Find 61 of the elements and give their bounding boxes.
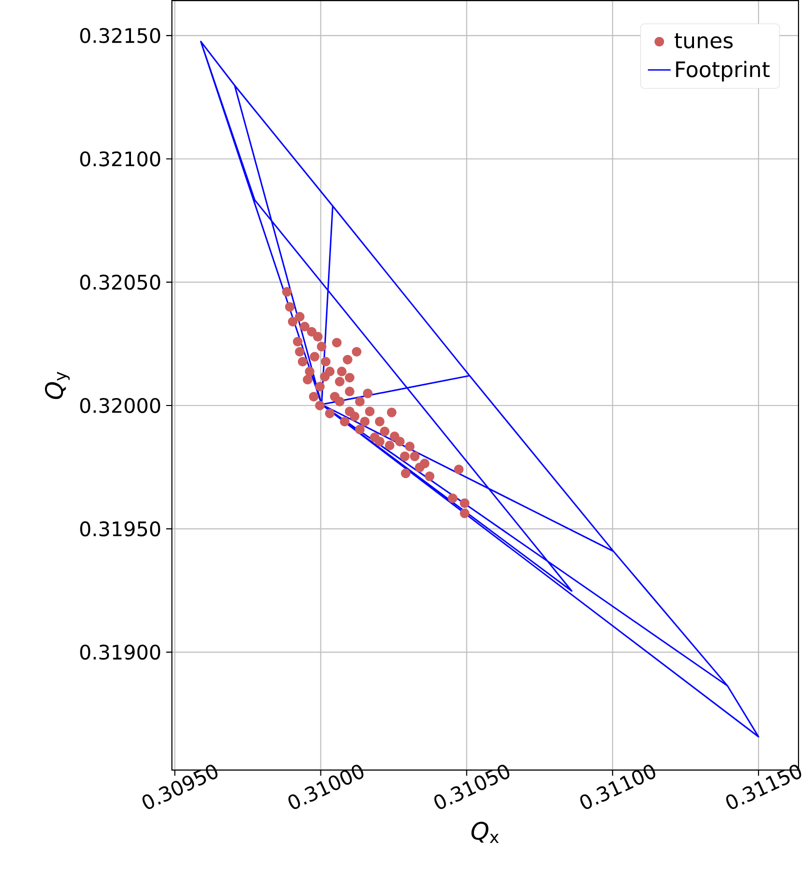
point	[386, 408, 396, 418]
point	[294, 312, 304, 322]
point	[282, 287, 292, 297]
point	[316, 342, 326, 352]
legend-label: tunes	[674, 33, 733, 48]
point	[312, 332, 322, 342]
point	[460, 508, 470, 518]
legend-label: Footprint	[676, 60, 770, 82]
point	[344, 372, 354, 382]
point	[298, 356, 308, 366]
point	[384, 440, 394, 450]
point	[308, 392, 318, 402]
point	[306, 326, 316, 337]
point	[354, 396, 365, 406]
point	[310, 352, 320, 362]
point	[448, 493, 458, 504]
point	[320, 356, 330, 366]
point	[410, 452, 420, 462]
point	[302, 374, 312, 384]
point	[294, 346, 304, 357]
point	[288, 316, 298, 326]
point	[332, 338, 342, 348]
point	[362, 388, 372, 398]
point	[344, 386, 354, 396]
point	[420, 458, 430, 468]
point	[400, 452, 410, 462]
point	[400, 468, 410, 478]
point	[350, 412, 360, 422]
point	[424, 472, 434, 482]
y-tick-label: 0.31900	[80, 644, 160, 660]
y-tick-label: 0.32050	[80, 274, 160, 290]
point	[394, 436, 405, 446]
point	[300, 322, 310, 332]
x-axis-title: Q$_{x}$	[471, 822, 499, 844]
point	[374, 436, 384, 446]
point	[334, 396, 344, 406]
y-tick-label: 0.32100	[80, 151, 160, 166]
y-tick-label: 0.32000	[80, 398, 160, 414]
point	[342, 354, 352, 364]
point	[360, 416, 370, 426]
point	[314, 382, 325, 392]
point	[374, 416, 384, 426]
point	[364, 406, 374, 416]
point	[380, 426, 390, 436]
point	[354, 424, 365, 434]
point	[454, 464, 464, 474]
point	[336, 366, 346, 376]
point	[292, 336, 302, 346]
point	[320, 372, 330, 382]
point	[314, 400, 325, 410]
y-axis-title: Q$_{y}$	[44, 372, 70, 400]
point	[324, 408, 334, 418]
point	[404, 442, 414, 452]
y-tick-label: 0.31950	[80, 521, 160, 536]
point	[304, 366, 314, 376]
point	[340, 416, 350, 426]
y-tick-label: 0.32150	[80, 28, 160, 44]
point	[284, 302, 294, 312]
point	[460, 498, 470, 508]
point	[352, 346, 362, 357]
point	[334, 376, 344, 386]
